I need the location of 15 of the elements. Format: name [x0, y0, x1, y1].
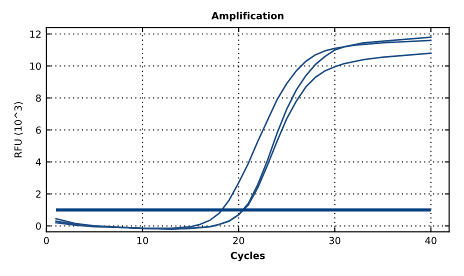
- y-tick-label: 10: [30, 62, 41, 70]
- x-tick-label: 30: [329, 236, 340, 244]
- y-tick-label: 2: [36, 190, 41, 198]
- y-axis-title: RFU (10^3): [14, 102, 23, 158]
- y-tick-label: 0: [36, 222, 41, 230]
- x-tick-label: 40: [425, 236, 436, 244]
- y-tick-label: 6: [36, 126, 41, 134]
- y-tick-label: 8: [36, 94, 41, 102]
- x-axis-title: Cycles: [230, 252, 265, 262]
- x-tick-label: 10: [137, 236, 148, 244]
- x-tick-label: 0: [44, 236, 49, 244]
- y-tick-label: 4: [36, 158, 41, 166]
- chart-title: Amplification: [211, 12, 284, 22]
- x-tick-label: 20: [233, 236, 244, 244]
- y-tick-label: 12: [30, 30, 41, 38]
